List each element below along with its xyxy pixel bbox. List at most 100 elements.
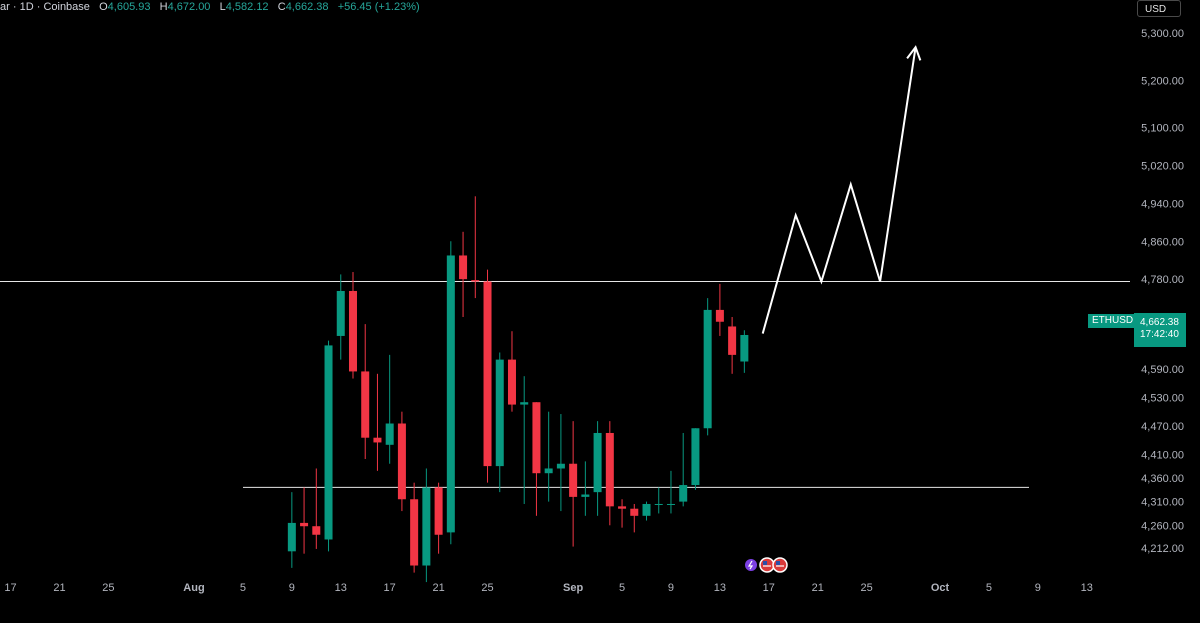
candle-body [654,503,663,505]
candle [532,402,541,516]
candle-body [459,255,468,280]
price-tick-label: 4,260.00 [1141,520,1184,532]
open-label: O [99,1,108,13]
exchange-label: Coinbase [43,1,90,13]
price-tick-label: 5,020.00 [1141,161,1184,173]
high-value: 4,672.00 [167,1,211,13]
candle-body [593,432,602,493]
candle-body [642,503,651,516]
candle [703,298,712,436]
candle-body [679,485,688,502]
candle [630,503,639,533]
candle-body [434,487,443,535]
lightning-glyph-icon [747,560,754,570]
low-label: L [219,1,226,13]
candle-body [691,428,700,486]
time-tick-label: 25 [861,582,873,594]
candle-body [361,371,370,438]
candle-body [446,255,455,533]
candle-body [532,402,541,474]
candle [740,330,749,373]
candle-body [495,359,504,467]
time-tick-label: 9 [668,582,674,594]
candle [300,487,309,554]
time-axis[interactable]: 17 21 25 Aug 5 9 13 17 21 25 Sep 5 9 13 17 21 25 Oct 5 9 13 [4,582,1092,594]
last-price-value: 4,662.38 [1140,317,1179,328]
time-tick-label: 25 [481,582,493,594]
candle [336,274,345,360]
bar-countdown: 17:42:40 [1140,329,1179,340]
time-tick-label: 13 [1081,582,1093,594]
candle-body [630,508,639,516]
price-tick-label: 4,360.00 [1141,473,1184,485]
candle [422,468,431,583]
time-tick-label: 5 [619,582,625,594]
candle [556,414,565,512]
time-tick-label: 5 [240,582,246,594]
symbol-price-tag: ETHUSD [1088,314,1138,328]
candle-body [287,522,296,552]
candle [691,428,700,490]
time-tick-label: 17 [384,582,396,594]
candle [410,482,419,573]
time-tick-label: Aug [183,582,204,594]
candle-body [507,359,516,405]
candle-body [422,487,431,566]
time-tick-label: 25 [102,582,114,594]
time-tick-label: 13 [714,582,726,594]
time-tick-label: 9 [289,582,295,594]
time-tick-label: 21 [432,582,444,594]
open-value: 4,605.93 [107,1,151,13]
candle [715,283,724,336]
candle [507,331,516,412]
price-tick-label: 4,530.00 [1141,392,1184,404]
candle [471,196,480,299]
candle-body [300,522,309,527]
price-tick-label: 4,410.00 [1141,449,1184,461]
candle [728,317,737,374]
candle-body [544,468,553,474]
time-tick-label: Oct [931,582,950,594]
time-tick-label: 21 [812,582,824,594]
candle-body [728,326,737,355]
candle [495,352,504,493]
candle-body [324,345,333,540]
low-value: 4,582.12 [225,1,269,13]
candle [544,411,553,502]
candle-body [348,290,357,372]
time-tick-label: 21 [53,582,65,594]
change-value: +56.45 (+1.23%) [337,1,420,13]
candles [287,196,749,583]
close-label: C [277,1,286,13]
candle [679,432,688,507]
candle [312,468,321,549]
time-tick-label: 17 [4,582,16,594]
time-tick-label: 9 [1035,582,1041,594]
projection-path [761,47,917,334]
candle-body [715,309,724,322]
price-tick-label: 4,940.00 [1141,198,1184,210]
interval-label[interactable]: 1D [19,1,34,13]
projection-arrow [761,45,922,334]
price-tick-label: 4,310.00 [1141,497,1184,509]
economic-events[interactable] [745,557,788,573]
candle-body [605,432,614,507]
flag-canton-icon [763,561,767,565]
candle-body [556,463,565,469]
candle [446,241,455,545]
price-axis[interactable]: 5,300.00 5,200.00 5,100.00 5,020.00 4,940.00… [1141,28,1184,555]
candle [385,354,394,464]
candle-body [385,423,394,445]
candle [434,482,443,554]
currency-button[interactable]: USD [1137,0,1181,17]
candle [459,231,468,318]
arrowhead [906,45,922,61]
ohlc-legend: ar · 1D · Coinbase O4,605.93 H4,672.00 L… [0,1,420,13]
price-tick-label: 4,212.00 [1141,543,1184,555]
candle [348,272,357,379]
candle [361,324,370,460]
price-tick-label: 4,590.00 [1141,364,1184,376]
candle-body [703,309,712,429]
